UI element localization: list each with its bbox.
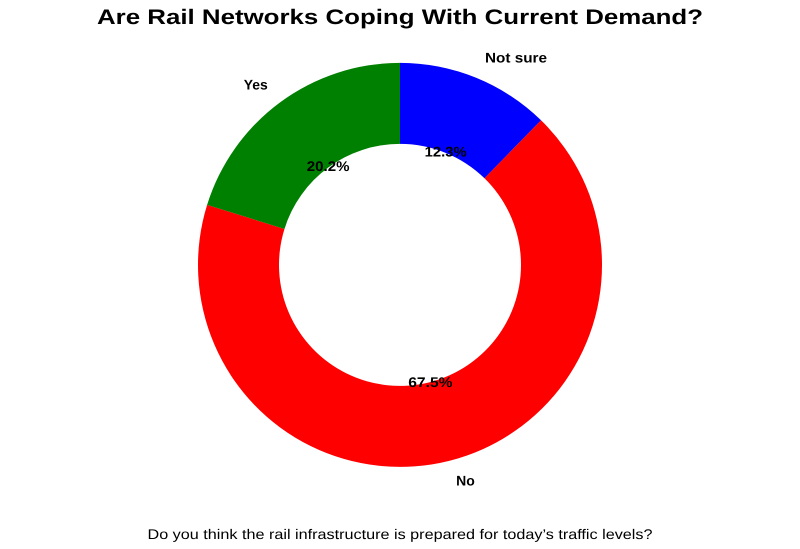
- svg-text:Do you think the rail infrastr: Do you think the rail infrastructure is …: [148, 526, 653, 542]
- svg-text:20.2%: 20.2%: [307, 158, 350, 174]
- svg-text:12.3%: 12.3%: [425, 144, 468, 160]
- svg-text:No: No: [456, 473, 475, 489]
- svg-text:67.5%: 67.5%: [408, 374, 453, 390]
- svg-text:Are Rail Networks Coping With: Are Rail Networks Coping With Current De…: [97, 6, 703, 29]
- svg-text:Not sure: Not sure: [485, 49, 547, 65]
- svg-text:Yes: Yes: [244, 77, 268, 93]
